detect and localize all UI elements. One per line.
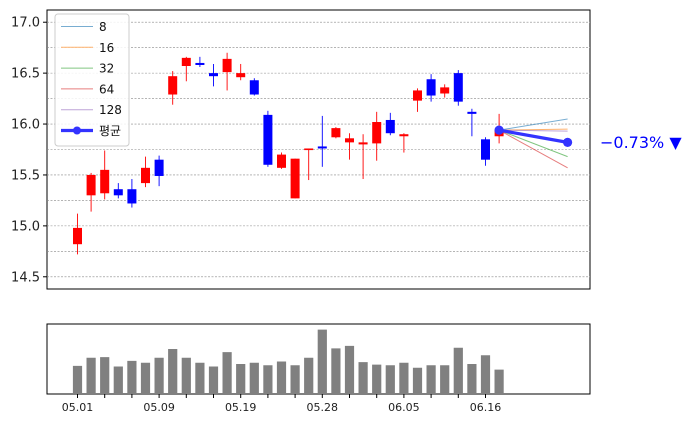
date-tick-label: 06.05	[388, 401, 420, 414]
volume-bar	[195, 362, 205, 394]
change-percent-label: −0.73% ▼	[600, 133, 682, 152]
forecast-lines	[494, 118, 573, 169]
volume-bar	[100, 357, 110, 394]
forecast-line-64	[498, 129, 568, 169]
candle-body	[73, 227, 82, 245]
volume-bar	[113, 366, 123, 394]
candle-body	[100, 169, 110, 194]
date-tick-label: 05.01	[62, 401, 94, 414]
candle-body	[277, 154, 286, 168]
candle-body	[236, 73, 246, 78]
candle-body	[195, 62, 205, 65]
forecast-average-end-marker	[563, 137, 573, 147]
candle-body	[263, 114, 273, 165]
date-tick-label: 05.28	[307, 401, 339, 414]
volume-bar	[181, 357, 191, 394]
volume-bar	[168, 349, 178, 394]
forecast-average-line	[498, 128, 568, 144]
legend-label: 64	[99, 82, 114, 96]
candle-body	[372, 122, 382, 144]
date-axis-ticks: 05.01 05.09 05.19 05.28 06.05 06.16	[62, 394, 502, 414]
candle-body	[222, 58, 232, 73]
y-tick-label: 17.0	[11, 16, 40, 31]
candle-body	[345, 138, 354, 143]
candle-body	[467, 111, 477, 114]
y-tick-label: 15.5	[11, 168, 40, 183]
candle-body	[141, 167, 150, 184]
candle-body	[399, 134, 409, 137]
volume-bar	[480, 355, 491, 394]
candle-body	[481, 139, 490, 160]
volume-panel: 05.01 05.09 05.19 05.28 06.05 06.16	[46, 323, 591, 414]
date-tick-label: 06.16	[470, 401, 502, 414]
candle-body	[113, 189, 123, 196]
legend-label: 32	[99, 62, 114, 76]
legend-marker-average	[73, 126, 81, 135]
candle-body	[440, 87, 450, 94]
candle-body	[154, 159, 164, 176]
candle-body	[331, 128, 341, 138]
volume-bar	[140, 362, 151, 394]
volume-bar	[263, 365, 273, 394]
y-tick-label: 14.5	[11, 270, 40, 285]
volume-bar	[385, 365, 395, 394]
candle-body	[249, 80, 259, 95]
candle-body	[317, 146, 327, 149]
volume-bar	[154, 357, 164, 394]
y-tick-label: 15.0	[11, 219, 40, 234]
candle-body	[181, 57, 191, 67]
candle-body	[127, 189, 137, 204]
volume-bar	[208, 366, 219, 394]
volume-bar	[86, 357, 96, 394]
date-tick-label: 05.19	[225, 401, 257, 414]
candle-body	[385, 119, 395, 134]
forecast-line-32	[498, 129, 568, 158]
price-panel: 14.5 15.0 15.5 16.0 16.5 17.0 8 16 32 64 128 평균	[11, 9, 591, 290]
candle-body	[86, 174, 96, 196]
date-tick-label: 05.09	[143, 401, 175, 414]
candle-body	[453, 73, 463, 102]
volume-bar	[127, 360, 137, 394]
candle-body	[426, 79, 436, 96]
volume-bar	[426, 365, 436, 394]
candle-body	[290, 158, 300, 199]
volume-bar	[372, 364, 382, 394]
volume-bar	[358, 362, 368, 394]
volume-bar	[344, 345, 355, 394]
volume-bar	[453, 347, 463, 394]
candle-body	[413, 90, 422, 101]
legend: 8 16 32 64 128 평균	[54, 13, 130, 147]
forecast-line-128	[499, 129, 568, 132]
volume-bar	[399, 362, 409, 394]
volume-bar	[412, 367, 423, 394]
candle-body	[358, 142, 368, 145]
volume-bar	[222, 352, 232, 394]
volume-bar	[290, 365, 300, 394]
volume-bar	[249, 362, 259, 394]
volume-bar	[331, 348, 341, 394]
candle-body	[304, 148, 314, 151]
legend-label: 8	[99, 20, 107, 34]
volume-bar	[72, 365, 83, 394]
legend-label: 128	[99, 103, 122, 117]
volume-bar	[494, 369, 504, 394]
price-axis-ticks: 14.5 15.0 15.5 16.0 16.5 17.0	[11, 16, 47, 285]
candle-body	[209, 73, 218, 77]
forecast-average-start-marker	[494, 125, 504, 135]
volume-bars	[72, 329, 504, 394]
volume-bar	[467, 364, 477, 394]
volume-bar	[304, 357, 314, 394]
volume-bar	[236, 364, 246, 394]
volume-bar	[440, 365, 450, 394]
forecast-line-8	[499, 118, 568, 131]
y-tick-label: 16.5	[11, 67, 40, 82]
volume-bar	[276, 361, 287, 394]
legend-label: 16	[99, 41, 114, 55]
volume-bar	[317, 329, 327, 394]
legend-label: 평균	[99, 124, 121, 138]
y-tick-label: 16.0	[11, 118, 40, 133]
candle-body	[168, 76, 178, 95]
